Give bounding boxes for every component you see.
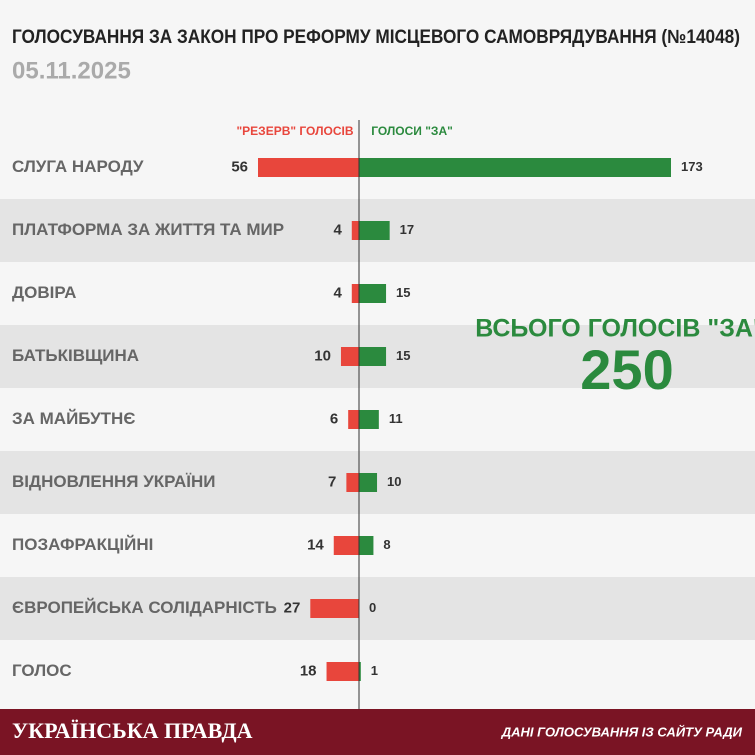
- value-label: 7: [328, 473, 336, 490]
- legend-for: ГОЛОСИ "ЗА": [371, 124, 453, 138]
- value-label: 4: [333, 221, 342, 238]
- value-label: 10: [387, 474, 401, 489]
- value-label: 11: [389, 411, 403, 426]
- bar-for: [359, 221, 390, 240]
- bar-for: [359, 347, 387, 366]
- bar-reserve: [326, 662, 359, 681]
- bar-reserve: [351, 284, 359, 303]
- category-label: ВІДНОВЛЕННЯ УКРАЇНИ: [12, 472, 216, 491]
- value-label: 6: [330, 410, 338, 427]
- bar-reserve: [346, 473, 359, 492]
- bar-reserve: [351, 221, 359, 240]
- chart-subtitle: 05.11.2025: [12, 57, 131, 84]
- total-label: ВСЬОГО ГОЛОСІВ "ЗА": [475, 315, 755, 343]
- bar-reserve: [340, 347, 359, 366]
- category-label: ГОЛОС: [12, 661, 72, 680]
- value-label: 173: [681, 159, 703, 174]
- category-label: ПЛАТФОРМА ЗА ЖИТТЯ ТА МИР: [12, 220, 284, 239]
- value-label: 0: [369, 600, 376, 615]
- category-label: ПОЗАФРАКЦІЙНІ: [12, 535, 153, 554]
- value-label: 14: [307, 536, 324, 553]
- value-label: 15: [396, 285, 410, 300]
- value-label: 8: [383, 537, 390, 552]
- bar-reserve: [258, 158, 359, 177]
- value-label: 4: [333, 284, 342, 301]
- bar-reserve: [333, 536, 359, 555]
- category-label: СЛУГА НАРОДУ: [12, 157, 144, 176]
- bar-for: [359, 662, 361, 681]
- category-label: ЗА МАЙБУТНЄ: [12, 409, 135, 428]
- legend-reserve: "РЕЗЕРВ" ГОЛОСІВ: [236, 124, 353, 138]
- bar-for: [359, 536, 374, 555]
- value-label: 56: [231, 158, 248, 175]
- total-value: 250: [580, 338, 673, 401]
- value-label: 27: [284, 599, 301, 616]
- row-band: [0, 577, 755, 640]
- bar-for: [359, 284, 387, 303]
- value-label: 1: [371, 663, 378, 678]
- value-label: 17: [400, 222, 414, 237]
- bar-for: [359, 158, 671, 177]
- bar-for: [359, 410, 379, 429]
- category-label: ЄВРОПЕЙСЬКА СОЛІДАРНІСТЬ: [12, 598, 277, 617]
- bar-for: [359, 473, 378, 492]
- source: ДАНІ ГОЛОСУВАННЯ ІЗ САЙТУ РАДИ: [501, 723, 743, 739]
- brand: УКРАЇНСЬКА ПРАВДА: [12, 718, 253, 743]
- row-band: [0, 451, 755, 514]
- value-label: 15: [396, 348, 410, 363]
- value-label: 18: [300, 662, 317, 679]
- chart-title: ГОЛОСУВАННЯ ЗА ЗАКОН ПРО РЕФОРМУ МІСЦЕВО…: [12, 27, 740, 48]
- category-label: БАТЬКІВЩИНА: [12, 346, 139, 365]
- footer: [0, 709, 755, 755]
- category-label: ДОВІРА: [12, 283, 76, 302]
- value-label: 10: [314, 347, 331, 364]
- bar-reserve: [310, 599, 359, 618]
- bar-reserve: [348, 410, 359, 429]
